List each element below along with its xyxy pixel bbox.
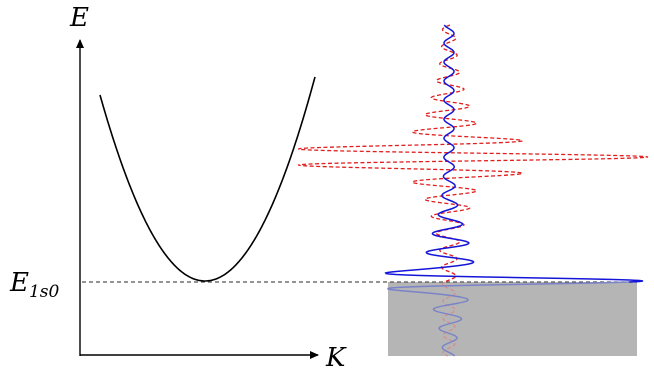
solid-wave-upper	[384, 24, 644, 283]
shaded-continuum-region	[388, 282, 637, 356]
dashed-wave-lower	[441, 281, 456, 357]
solid-wave-lower	[387, 281, 630, 357]
y-axis-label: E	[69, 3, 89, 33]
x-axis-label: K	[325, 343, 347, 370]
dashed-wave-upper	[298, 24, 649, 283]
dispersion-parabola	[99, 76, 316, 282]
level-label: E1s0	[9, 268, 60, 302]
level-label-subscript: 1s0	[29, 282, 60, 302]
wave-plot	[298, 24, 649, 357]
level-label-main: E	[9, 268, 29, 298]
